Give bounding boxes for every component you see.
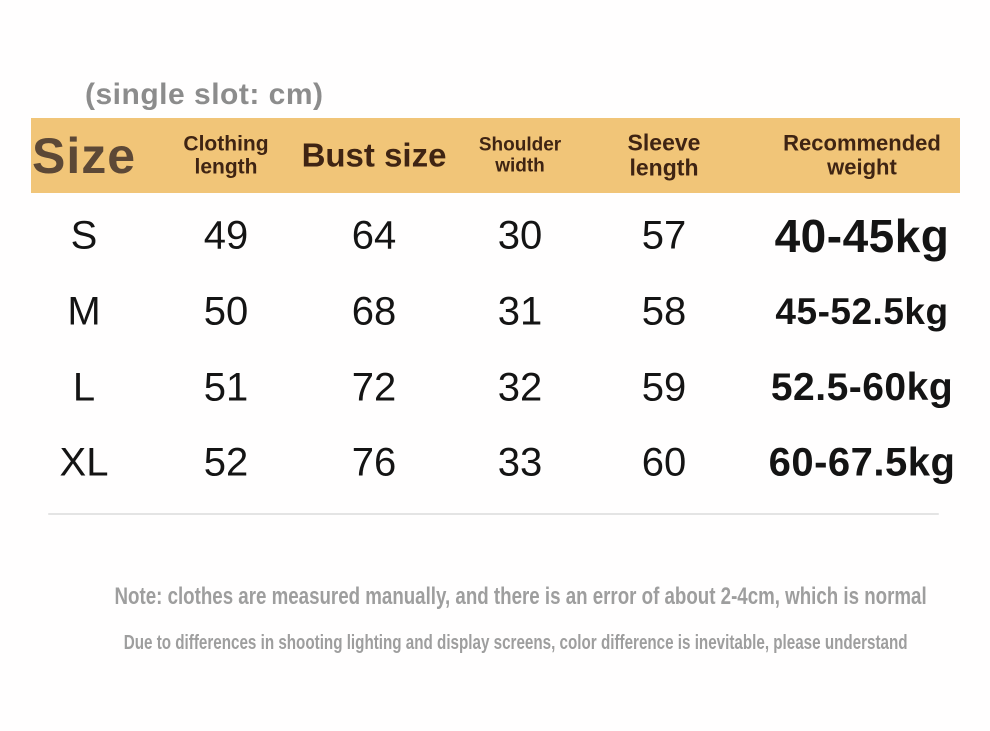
sleeve-length-cell: 58 xyxy=(641,289,687,334)
bust-size-cell: 72 xyxy=(351,365,397,410)
clothing-length-cell: 51 xyxy=(203,365,249,410)
bust-size-cell: 76 xyxy=(351,440,397,485)
shoulder-width-cell: 32 xyxy=(497,365,543,410)
clothing-length-cell: 52 xyxy=(203,440,249,485)
size-cell: XL xyxy=(59,440,109,485)
column-header-recommended-weight: Recommended weight xyxy=(783,129,941,180)
note-text: Note: clothes are measured manually, and… xyxy=(114,583,927,610)
size-cell: M xyxy=(67,289,101,334)
column-header-sleeve-length: Sleeve length xyxy=(627,128,701,182)
note-color-difference: Due to differences in shooting lighting … xyxy=(0,632,990,655)
size-cell: S xyxy=(70,213,98,258)
column-header-line: Shoulder xyxy=(478,134,562,156)
recommended-weight-cell: 40-45kg xyxy=(774,210,950,262)
recommended-weight-cell: 60-67.5kg xyxy=(768,440,956,485)
shoulder-width-cell: 30 xyxy=(497,213,543,258)
clothing-length-cell: 49 xyxy=(203,213,249,258)
size-cell: L xyxy=(72,365,96,410)
column-header-line: Recommended xyxy=(783,129,941,155)
recommended-weight-cell: 52.5-60kg xyxy=(770,366,954,409)
column-header-line: Sleeve xyxy=(627,128,701,155)
clothing-length-cell: 50 xyxy=(203,289,249,334)
column-header-shoulder-width: Shoulder width xyxy=(479,134,561,177)
sleeve-length-cell: 59 xyxy=(641,365,687,410)
column-header-clothing-length: Clothing length xyxy=(183,132,268,179)
column-header-size: Size xyxy=(31,127,137,184)
sleeve-length-cell: 60 xyxy=(641,440,687,485)
table-header-row: Size Clothing length Bust size Shoulder … xyxy=(31,118,960,193)
note-text: Due to differences in shooting lighting … xyxy=(123,632,908,654)
sleeve-length-cell: 57 xyxy=(641,213,687,258)
column-header-line: width xyxy=(495,155,545,177)
bust-size-cell: 64 xyxy=(351,213,397,258)
page-title: (single slot: cm) xyxy=(85,78,324,111)
bust-size-cell: 68 xyxy=(351,289,397,334)
column-header-line: Clothing xyxy=(183,131,269,155)
column-header-line: length xyxy=(629,154,699,181)
recommended-weight-cell: 45-52.5kg xyxy=(775,291,949,332)
shoulder-width-cell: 31 xyxy=(497,289,543,334)
column-header-line: length xyxy=(194,155,258,179)
divider-line xyxy=(48,513,939,515)
shoulder-width-cell: 33 xyxy=(497,440,543,485)
note-measurement-error: Note: clothes are measured manually, and… xyxy=(0,583,990,611)
column-header-bust-size: Bust size xyxy=(301,136,447,174)
column-header-line: weight xyxy=(827,154,897,180)
